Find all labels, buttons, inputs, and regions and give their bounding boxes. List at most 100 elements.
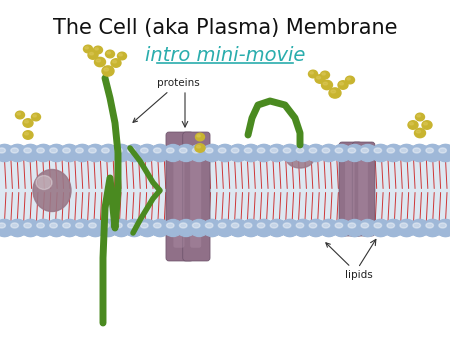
Ellipse shape — [166, 148, 174, 153]
Ellipse shape — [102, 66, 114, 76]
Ellipse shape — [397, 219, 416, 237]
Ellipse shape — [358, 219, 377, 237]
Ellipse shape — [347, 78, 351, 80]
Ellipse shape — [436, 219, 450, 237]
Ellipse shape — [202, 145, 221, 162]
Ellipse shape — [267, 145, 286, 162]
Ellipse shape — [107, 52, 110, 54]
Ellipse shape — [86, 219, 105, 237]
Ellipse shape — [166, 223, 174, 228]
Ellipse shape — [257, 148, 265, 153]
Ellipse shape — [193, 223, 200, 228]
Ellipse shape — [283, 223, 291, 228]
Ellipse shape — [205, 223, 213, 228]
Ellipse shape — [0, 223, 5, 228]
Ellipse shape — [331, 90, 336, 93]
Ellipse shape — [439, 223, 446, 228]
Ellipse shape — [50, 148, 57, 153]
Ellipse shape — [195, 144, 205, 152]
Ellipse shape — [410, 145, 429, 162]
Ellipse shape — [37, 223, 45, 228]
Ellipse shape — [280, 219, 299, 237]
Ellipse shape — [153, 148, 161, 153]
Ellipse shape — [423, 145, 442, 162]
Ellipse shape — [47, 219, 66, 237]
Ellipse shape — [242, 145, 261, 162]
Ellipse shape — [319, 219, 338, 237]
Ellipse shape — [296, 223, 304, 228]
Ellipse shape — [384, 219, 403, 237]
Ellipse shape — [50, 223, 57, 228]
Ellipse shape — [24, 148, 32, 153]
Ellipse shape — [34, 219, 53, 237]
Ellipse shape — [400, 223, 408, 228]
Ellipse shape — [11, 148, 18, 153]
Ellipse shape — [60, 219, 79, 237]
Ellipse shape — [306, 219, 325, 237]
Text: proteins: proteins — [133, 78, 199, 122]
Ellipse shape — [374, 223, 382, 228]
Ellipse shape — [33, 115, 36, 117]
Ellipse shape — [408, 121, 418, 129]
Ellipse shape — [0, 219, 14, 237]
Ellipse shape — [47, 219, 66, 237]
Ellipse shape — [90, 52, 94, 55]
Ellipse shape — [76, 223, 83, 228]
Ellipse shape — [414, 128, 426, 138]
Ellipse shape — [218, 223, 226, 228]
Ellipse shape — [244, 148, 252, 153]
Ellipse shape — [37, 148, 45, 153]
Ellipse shape — [0, 148, 5, 153]
Ellipse shape — [164, 145, 183, 162]
Ellipse shape — [229, 219, 248, 237]
Ellipse shape — [319, 219, 338, 237]
Ellipse shape — [112, 145, 131, 162]
Ellipse shape — [73, 219, 92, 237]
Ellipse shape — [115, 148, 122, 153]
Ellipse shape — [329, 88, 341, 98]
Ellipse shape — [410, 219, 429, 237]
Ellipse shape — [0, 219, 14, 237]
Ellipse shape — [436, 219, 450, 237]
Ellipse shape — [267, 219, 286, 237]
Ellipse shape — [151, 145, 170, 162]
Ellipse shape — [254, 219, 274, 237]
FancyBboxPatch shape — [352, 142, 375, 236]
Ellipse shape — [397, 145, 416, 162]
Ellipse shape — [86, 145, 105, 162]
Ellipse shape — [89, 148, 96, 153]
Ellipse shape — [24, 148, 32, 153]
Ellipse shape — [76, 223, 83, 228]
Ellipse shape — [112, 219, 131, 237]
Ellipse shape — [410, 145, 429, 162]
Ellipse shape — [140, 223, 148, 228]
Ellipse shape — [117, 52, 126, 60]
FancyBboxPatch shape — [345, 161, 355, 226]
Ellipse shape — [345, 145, 364, 162]
FancyBboxPatch shape — [183, 132, 210, 261]
Ellipse shape — [422, 121, 432, 129]
Ellipse shape — [0, 148, 5, 153]
FancyBboxPatch shape — [358, 161, 368, 226]
Ellipse shape — [296, 148, 304, 153]
Ellipse shape — [371, 219, 390, 237]
Ellipse shape — [33, 169, 71, 212]
Ellipse shape — [166, 223, 174, 228]
Ellipse shape — [94, 57, 105, 67]
Ellipse shape — [166, 148, 174, 153]
Ellipse shape — [189, 219, 208, 237]
Ellipse shape — [257, 223, 265, 228]
Ellipse shape — [335, 148, 343, 153]
Ellipse shape — [218, 148, 226, 153]
Ellipse shape — [63, 148, 70, 153]
Ellipse shape — [96, 59, 100, 62]
Ellipse shape — [413, 223, 420, 228]
Ellipse shape — [374, 223, 382, 228]
Ellipse shape — [348, 223, 356, 228]
Ellipse shape — [197, 145, 201, 148]
Ellipse shape — [426, 148, 433, 153]
Ellipse shape — [99, 219, 118, 237]
Ellipse shape — [231, 148, 239, 153]
Text: lipids: lipids — [326, 243, 373, 280]
Ellipse shape — [387, 223, 395, 228]
